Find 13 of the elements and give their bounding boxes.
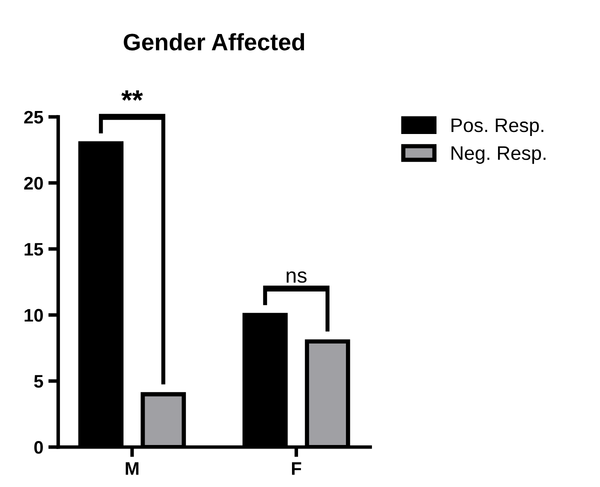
y-tick-label: 25 — [24, 110, 44, 124]
x-tick-label: M — [126, 462, 138, 475]
y-tick-label: 10 — [24, 308, 43, 322]
x-tick-label: F — [292, 462, 302, 475]
y-tick-label: 0 — [34, 441, 43, 454]
legend-label: Neg. Resp. — [452, 146, 546, 164]
y-tick-label: 5 — [34, 375, 44, 388]
annotation: ns — [286, 271, 307, 283]
chart-title: Gender Affected — [124, 33, 304, 50]
text: ** — [121, 90, 143, 101]
legend-label: Pos. Resp. — [452, 118, 544, 136]
y-tick-label: 15 — [24, 243, 44, 256]
y-tick-label: 20 — [24, 176, 43, 190]
